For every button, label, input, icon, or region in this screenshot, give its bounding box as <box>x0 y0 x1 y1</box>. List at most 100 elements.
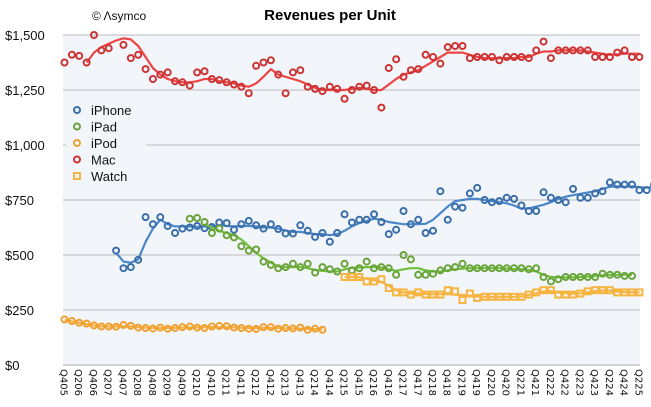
data-point <box>406 255 415 264</box>
data-point <box>524 265 533 274</box>
legend-label-ipad: iPad <box>91 120 117 135</box>
data-point <box>340 94 349 103</box>
data-point <box>340 210 349 219</box>
data-point <box>311 268 320 277</box>
data-point <box>377 275 386 284</box>
data-point <box>532 207 541 215</box>
data-point <box>230 323 239 332</box>
data-point <box>333 229 342 237</box>
data-point <box>384 284 393 292</box>
legend-marker-iphone <box>73 106 81 114</box>
data-point <box>126 321 135 330</box>
x-tick-label: Q406 <box>87 369 98 396</box>
data-point <box>414 270 423 279</box>
credit-label: © Λsymco <box>92 9 147 23</box>
data-point <box>480 264 489 273</box>
data-point <box>465 54 474 63</box>
data-point <box>436 187 445 196</box>
data-point <box>178 224 187 233</box>
data-point <box>370 264 379 273</box>
data-point <box>259 257 268 266</box>
data-point <box>185 322 194 331</box>
data-point <box>207 75 216 83</box>
data-point <box>451 287 460 296</box>
y-tick-label: $1,000 <box>5 138 45 153</box>
data-point <box>288 324 297 333</box>
data-point <box>134 323 143 332</box>
data-point <box>487 198 496 207</box>
data-point <box>502 264 511 273</box>
data-point <box>502 193 511 202</box>
data-point <box>303 226 312 235</box>
data-point <box>465 289 474 298</box>
x-tick-label: Q222 <box>544 369 555 396</box>
data-point <box>510 194 519 203</box>
data-point <box>303 325 312 334</box>
legend-label-mac: Mac <box>91 153 116 168</box>
data-point <box>510 264 519 273</box>
data-point <box>613 180 622 189</box>
data-point <box>561 46 570 55</box>
data-point <box>156 323 165 332</box>
data-point <box>473 53 482 61</box>
data-point <box>67 317 76 325</box>
x-tick-label: Q225 <box>632 369 643 396</box>
x-tick-label: Q219 <box>455 369 466 396</box>
data-point <box>185 81 194 90</box>
data-point <box>222 231 231 240</box>
data-point <box>171 77 180 86</box>
data-point <box>613 288 622 297</box>
data-point <box>82 58 91 67</box>
data-point <box>591 286 600 295</box>
data-point <box>458 42 467 50</box>
data-point <box>318 263 327 272</box>
data-point <box>60 315 69 324</box>
x-tick-label: Q416 <box>382 369 393 396</box>
legend-marker-ipad <box>73 122 81 131</box>
data-point <box>436 266 445 275</box>
data-point <box>635 186 644 195</box>
data-point <box>370 86 379 94</box>
data-point <box>627 271 636 280</box>
data-point <box>554 275 563 284</box>
data-point <box>148 220 157 229</box>
data-point <box>207 229 216 237</box>
data-point <box>532 288 541 297</box>
data-point <box>237 220 246 229</box>
data-point <box>473 264 482 273</box>
data-point <box>480 53 489 61</box>
data-point <box>377 103 386 112</box>
data-point <box>266 260 275 269</box>
data-point <box>311 232 320 241</box>
x-tick-label: Q206 <box>72 369 83 396</box>
data-point <box>554 46 563 55</box>
data-point <box>384 230 393 239</box>
x-tick-label: Q419 <box>470 369 481 396</box>
data-point <box>215 322 224 331</box>
data-point <box>517 201 526 210</box>
data-point <box>576 273 585 281</box>
data-point <box>495 264 504 273</box>
data-point <box>392 288 401 297</box>
data-point <box>591 189 600 198</box>
data-point <box>178 323 187 332</box>
data-point <box>465 264 474 273</box>
data-point <box>384 264 393 273</box>
data-point <box>598 187 607 196</box>
data-point <box>171 229 180 237</box>
data-point <box>193 68 202 77</box>
data-point <box>583 46 592 55</box>
data-point <box>141 65 150 74</box>
data-point <box>288 259 297 268</box>
data-point <box>266 220 275 229</box>
data-point <box>458 259 467 268</box>
data-point <box>82 319 91 328</box>
data-point <box>266 323 275 332</box>
data-point <box>627 53 636 61</box>
y-tick-label: $1,500 <box>5 28 45 43</box>
data-point <box>414 288 423 297</box>
data-point <box>421 229 430 237</box>
data-point <box>642 186 651 195</box>
data-point <box>303 82 312 91</box>
data-point <box>524 290 533 299</box>
